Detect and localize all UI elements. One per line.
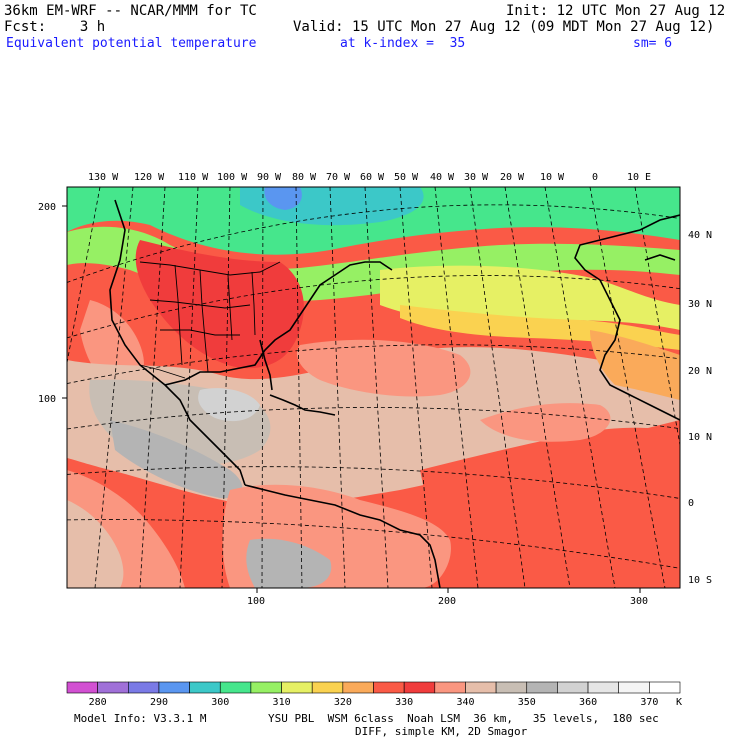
latitude-labels: 40 N 30 N 20 N 10 N 0 10 S	[688, 230, 712, 586]
grid-x-label: 200	[438, 596, 456, 607]
init-time: Init: 12 UTC Mon 27 Aug 12	[506, 3, 726, 19]
lat-label: 0	[688, 498, 694, 509]
colorbar-label: 300	[211, 697, 229, 708]
colorbar-swatch	[618, 681, 650, 694]
smoothing-info: sm= 6	[633, 36, 673, 51]
lon-label: 10 E	[627, 172, 651, 183]
colorbar-label: 310	[273, 697, 291, 708]
colorbar-label: 330	[395, 697, 413, 708]
colorbar-label: 280	[89, 697, 107, 708]
lat-label: 10 S	[688, 575, 712, 586]
graticule	[67, 187, 680, 588]
colorbar-swatch	[495, 681, 528, 694]
colorbar-swatch	[219, 681, 252, 694]
lon-label: 0	[592, 172, 598, 183]
colorbar-swatch	[281, 681, 313, 694]
colorbar-label: 360	[579, 697, 597, 708]
colorbar	[66, 681, 681, 694]
colorbar-swatch	[66, 681, 98, 694]
colorbar-swatch	[189, 681, 221, 694]
coastlines	[109, 199, 680, 588]
colorbar-swatch	[158, 681, 190, 694]
plot-frame	[66, 186, 681, 589]
grid-x-label: 100	[247, 596, 265, 607]
colorbar-swatch	[97, 681, 129, 694]
colorbar-label: 290	[150, 697, 168, 708]
model-info: Model Info: V3.3.1 M	[74, 712, 207, 725]
grid-y-label: 100	[38, 394, 56, 405]
colorbar-swatch	[311, 681, 344, 694]
colorbar-unit: K	[676, 697, 682, 708]
lon-label: 60 W	[360, 172, 385, 183]
lon-label: 90 W	[257, 172, 282, 183]
physics-info: YSU PBL WSM 6class Noah LSM 36 km, 35 le…	[268, 712, 659, 725]
level-info: at k-index = 35	[340, 36, 466, 51]
grid-y-label: 200	[38, 202, 56, 213]
lon-label: 80 W	[292, 172, 317, 183]
lon-label: 110 W	[178, 172, 209, 183]
lon-label: 50 W	[394, 172, 419, 183]
grid-x-label: 300	[630, 596, 648, 607]
lon-label: 40 W	[430, 172, 455, 183]
colorbar-swatch	[587, 681, 619, 694]
lat-label: 30 N	[688, 299, 712, 310]
model-title: 36km EM-WRF -- NCAR/MMM for TC	[4, 3, 257, 19]
colorbar-swatch	[434, 681, 466, 694]
grid-index-labels: 200 100 100 200 300	[38, 202, 648, 607]
field-name: Equivalent potential temperature	[6, 36, 257, 51]
colorbar-swatch	[465, 681, 497, 694]
colorbar-swatch	[373, 681, 405, 694]
lat-label: 10 N	[688, 432, 712, 443]
colorbar-label: 340	[456, 697, 474, 708]
lon-label: 10 W	[540, 172, 565, 183]
colorbar-swatch	[342, 681, 374, 694]
forecast-hour: Fcst: 3 h	[4, 19, 106, 35]
longitude-labels: 130 W 120 W 110 W 100 W 90 W 80 W 70 W 6…	[88, 172, 651, 183]
colorbar-label: 370	[640, 697, 658, 708]
colorbar-swatch	[557, 681, 589, 694]
colorbar-swatch	[526, 681, 558, 694]
valid-time: Valid: 15 UTC Mon 27 Aug 12 (09 MDT Mon …	[293, 19, 715, 35]
lon-label: 120 W	[134, 172, 165, 183]
colorbar-swatch	[403, 681, 436, 694]
political-borders	[139, 261, 281, 379]
lon-label: 70 W	[326, 172, 351, 183]
colorbar-swatch	[649, 681, 681, 694]
lon-label: 100 W	[217, 172, 248, 183]
colorbar-swatch	[128, 681, 160, 694]
lon-label: 20 W	[500, 172, 525, 183]
lat-label: 20 N	[688, 366, 712, 377]
lat-label: 40 N	[688, 230, 712, 241]
lon-label: 130 W	[88, 172, 119, 183]
diffusion-info: DIFF, simple KM, 2D Smagor	[355, 725, 528, 738]
colorbar-labels: 280 290 300 310 320 330 340 350 360 370	[89, 697, 659, 708]
colorbar-label: 320	[334, 697, 352, 708]
theta-e-field	[67, 187, 680, 588]
colorbar-label: 350	[518, 697, 536, 708]
lon-label: 30 W	[464, 172, 489, 183]
colorbar-swatch	[250, 681, 282, 694]
